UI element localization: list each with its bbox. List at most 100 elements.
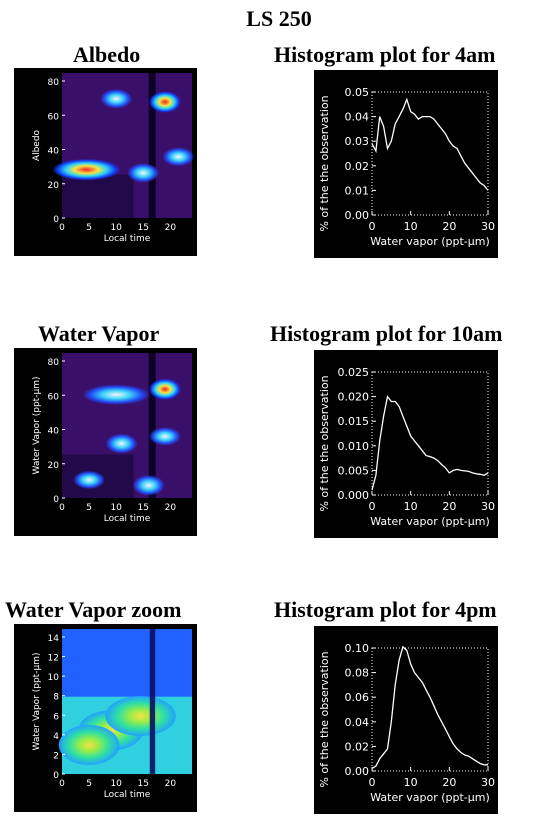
x-tick-label: 0 [59,503,65,513]
series-line [371,97,489,191]
x-tick-label: 20 [442,220,456,233]
x-tick-label: 5 [86,779,92,789]
y-tick-label: 60 [48,392,60,402]
y-tick-label: 0.08 [345,667,370,680]
page-title: LS 250 [246,6,312,31]
heatmap-feature [105,696,176,736]
y-tick-label: 20 [48,181,60,191]
heatmap-feature [82,384,151,405]
heatmap-feature [162,147,195,167]
y-axis-label: % of the the observation [318,651,331,787]
x-tick-label: 30 [481,500,495,513]
x-tick-label: 30 [481,220,495,233]
heatmap-title-albedo: Albedo [73,42,141,67]
y-tick-label: 0.005 [338,464,370,477]
histogram-10am: 0.000 0.005 0.010 0.015 0.020 0.025 0 10 20 30 Wat… [314,350,498,538]
y-tick-label: 0 [53,495,59,505]
y-tick-label: 0.06 [345,691,370,704]
y-tick-label: 0.00 [345,765,370,778]
plot-frame [371,371,489,496]
y-tick-label: 0 [53,771,59,781]
x-tick-label: 10 [110,503,122,513]
y-tick-label: 6 [53,712,59,722]
histogram-4pm-svg: 0.00 0.02 0.04 0.06 0.08 0.10 0 10 20 30 Water vap… [318,642,495,804]
x-tick-label: 10 [404,500,418,513]
heatmap-feature [100,88,133,109]
x-tick-label: 0 [59,223,65,233]
x-tick-label: 0 [369,776,376,789]
y-tick-label: 0.00 [345,209,370,222]
x-tick-label: 20 [442,500,456,513]
y-tick-label: 0.000 [338,489,370,502]
water-vapor-zoom-heatmap-svg: 0 2 4 6 8 10 12 14 0 5 10 15 20 Local time Water Vapor… [32,629,192,800]
y-tick-label: 0.025 [338,366,370,379]
y-axis-label: Albedo [32,129,42,161]
y-tick-label: 20 [48,461,60,471]
heatmap-feature [148,427,181,446]
x-tick-label: 20 [165,779,177,789]
y-tick-label: 12 [48,654,59,664]
x-axis-label: Water vapor (ppt-µm) [370,791,490,804]
x-tick-label: 5 [86,503,92,513]
histogram-title-10am: Histogram plot for 10am [270,321,503,346]
heatmap-feature [148,378,181,400]
y-axis-label: % of the the observation [318,95,331,231]
x-tick-label: 15 [138,223,149,233]
series-line [371,645,488,770]
heatmap-streak [148,73,156,218]
heatmap-title-water-vapor: Water Vapor [38,321,160,346]
heatmap-feature [52,158,121,181]
y-tick-label: 0.020 [338,391,370,404]
histogram-title-4am: Histogram plot for 4am [274,42,496,67]
y-tick-label: 80 [48,358,60,368]
y-axis-label: Water Vapor (ppt-µm) [32,653,42,751]
y-tick-label: 0.04 [345,716,370,729]
x-tick-label: 15 [138,503,149,513]
water-vapor-heatmap: 0 20 40 60 80 0 5 10 15 20 Local time Water Vapor (… [14,348,197,536]
x-tick-label: 10 [404,220,418,233]
x-axis-label: Local time [104,790,151,800]
histogram-10am-svg: 0.000 0.005 0.010 0.015 0.020 0.025 0 10 20 30 Wat… [318,366,495,528]
histogram-title-4pm: Histogram plot for 4pm [274,597,497,622]
x-tick-label: 5 [86,223,92,233]
x-axis-label: Water vapor (ppt-µm) [370,235,490,248]
y-tick-label: 8 [53,693,59,703]
y-tick-label: 40 [48,427,60,437]
histogram-4am-svg: 0.00 0.01 0.02 0.03 0.04 0.05 0 10 20 30 Water vap… [318,86,495,248]
water-vapor-heatmap-svg: 0 20 40 60 80 0 5 10 15 20 Local time Water Vapor (… [32,353,192,524]
y-tick-label: 2 [53,751,59,761]
x-tick-label: 0 [369,500,376,513]
heatmap-streak [148,353,156,498]
x-tick-label: 0 [369,220,376,233]
y-tick-label: 4 [53,732,59,742]
x-tick-label: 10 [110,223,122,233]
heatmap-feature [58,725,120,765]
y-tick-label: 14 [48,634,60,644]
heatmap-feature [148,91,181,113]
y-axis-label: % of the the observation [318,375,331,511]
y-tick-label: 0.02 [345,160,370,173]
y-tick-label: 0.10 [345,642,370,655]
x-tick-label: 20 [442,776,456,789]
albedo-heatmap-svg: 0 20 40 60 80 0 5 10 15 20 Local time Albedo [32,73,195,244]
plot-frame [371,647,489,772]
heatmap-title-water-vapor-zoom: Water Vapor zoom [5,597,182,622]
water-vapor-zoom-heatmap: 0 2 4 6 8 10 12 14 0 5 10 15 20 Local time Water Vapor… [14,624,197,812]
y-tick-label: 0.05 [345,86,370,99]
y-tick-label: 0.02 [345,740,370,753]
x-tick-label: 0 [59,779,65,789]
x-tick-label: 20 [165,223,177,233]
heatmap-feature [105,433,138,454]
y-tick-label: 0.04 [345,111,370,124]
y-tick-label: 10 [48,673,60,683]
heatmap-band [62,174,134,218]
y-tick-label: 60 [48,112,60,122]
x-axis-label: Local time [104,234,151,244]
y-tick-label: 80 [48,78,60,88]
x-tick-label: 30 [481,776,495,789]
y-tick-label: 0.01 [345,184,370,197]
histogram-4pm: 0.00 0.02 0.04 0.06 0.08 0.10 0 10 20 30 Water vap… [314,626,498,814]
x-tick-label: 15 [138,779,149,789]
y-tick-label: 40 [48,147,60,157]
x-axis-label: Water vapor (ppt-µm) [370,515,490,528]
